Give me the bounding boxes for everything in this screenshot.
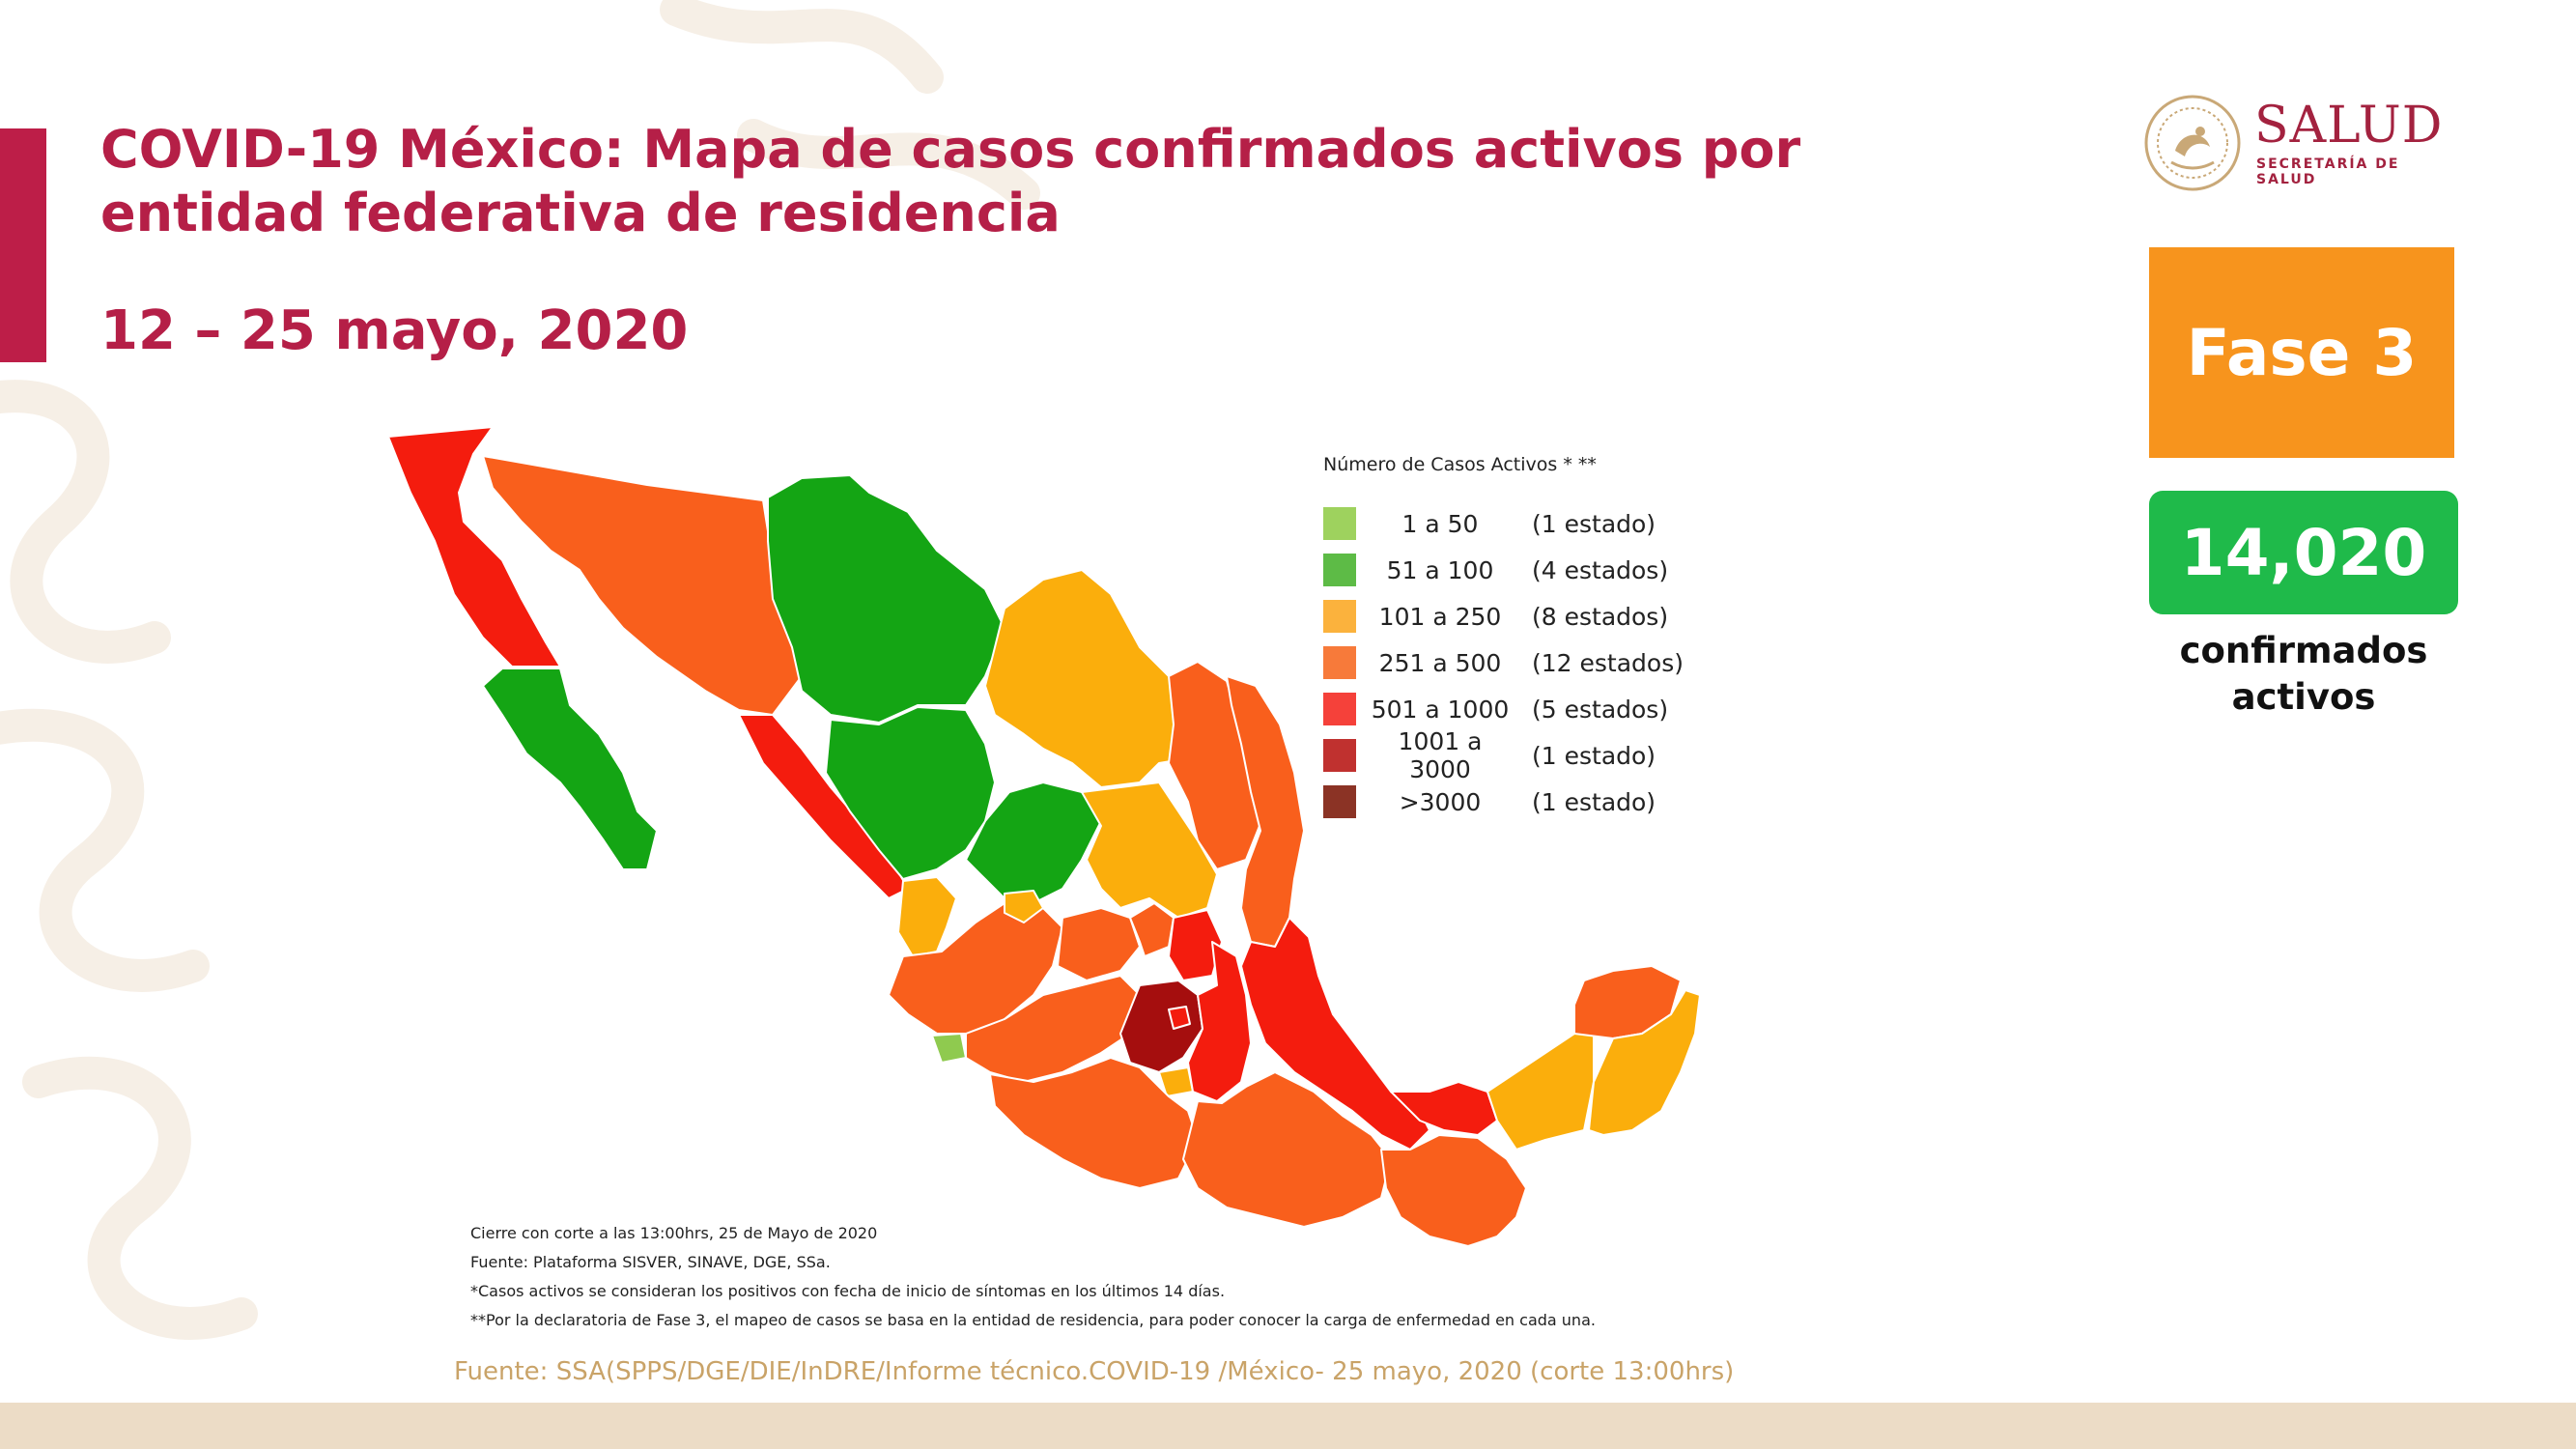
state-campeche bbox=[1486, 1033, 1595, 1151]
state-guanajuato bbox=[1057, 907, 1141, 981]
legend-state-count: (5 estados) bbox=[1532, 695, 1669, 724]
mexico-map bbox=[387, 426, 1701, 1247]
state-baja-california bbox=[387, 426, 561, 668]
accent-bar bbox=[0, 128, 46, 362]
legend-swatch bbox=[1323, 693, 1356, 725]
state-chihuahua bbox=[767, 474, 1005, 724]
map-notes: Cierre con corte a las 13:00hrs, 25 de M… bbox=[470, 1219, 1596, 1335]
legend-item: 1 a 50 (1 estado) bbox=[1323, 500, 1729, 547]
background-pattern bbox=[0, 0, 1040, 1340]
legend-item: 501 a 1000 (5 estados) bbox=[1323, 686, 1729, 732]
legend-swatch bbox=[1323, 554, 1356, 586]
legend-swatch bbox=[1323, 600, 1356, 633]
legend-state-count: (1 estado) bbox=[1532, 787, 1656, 816]
salud-logo: SALUD SECRETARÍA DE SALUD bbox=[2142, 93, 2461, 191]
legend-state-count: (4 estados) bbox=[1532, 555, 1669, 584]
state-colima bbox=[931, 1033, 967, 1064]
legend-range: 101 a 250 bbox=[1378, 602, 1502, 631]
phase-badge: Fase 3 bbox=[2149, 247, 2454, 458]
legend-state-count: (8 estados) bbox=[1532, 602, 1669, 631]
footer-band bbox=[0, 1403, 2576, 1449]
legend-item: 251 a 500 (12 estados) bbox=[1323, 639, 1729, 686]
date-range: 12 – 25 mayo, 2020 bbox=[100, 299, 689, 362]
legend-state-count: (1 estado) bbox=[1532, 509, 1656, 538]
legend-range: 51 a 100 bbox=[1386, 555, 1494, 584]
page-title: COVID-19 México: Mapa de casos confirmad… bbox=[100, 119, 1801, 243]
note-phase-3: **Por la declaratoria de Fase 3, el mape… bbox=[470, 1311, 1596, 1329]
state-chiapas bbox=[1380, 1134, 1527, 1247]
state-zacatecas bbox=[965, 781, 1102, 904]
legend-item: >3000 (1 estado) bbox=[1323, 779, 1729, 825]
state-jalisco bbox=[888, 902, 1063, 1035]
legend-state-count: (12 estados) bbox=[1532, 648, 1684, 677]
logo-subtitle: SECRETARÍA DE SALUD bbox=[2256, 156, 2400, 187]
legend-item: 1001 a 3000 (1 estado) bbox=[1323, 727, 1729, 783]
legend-range: 1001 a 3000 bbox=[1398, 727, 1483, 783]
legend-item: 101 a 250 (8 estados) bbox=[1323, 593, 1729, 639]
legend-state-count: (1 estado) bbox=[1532, 741, 1656, 770]
state-mexico bbox=[1119, 980, 1203, 1073]
legend-range: >3000 bbox=[1399, 787, 1482, 816]
legend-swatch bbox=[1323, 739, 1356, 772]
legend-range: 251 a 500 bbox=[1378, 648, 1502, 677]
state-cdmx bbox=[1168, 1006, 1191, 1030]
note-cutoff: Cierre con corte a las 13:00hrs, 25 de M… bbox=[470, 1224, 878, 1242]
state-baja-california-sur bbox=[482, 668, 658, 870]
legend-swatch bbox=[1323, 785, 1356, 818]
logo-name: SALUD bbox=[2254, 97, 2444, 155]
note-active-definition: *Casos activos se consideran los positiv… bbox=[470, 1282, 1226, 1300]
state-nayarit bbox=[897, 876, 957, 957]
state-hidalgo bbox=[1168, 909, 1223, 981]
state-quintana-roo bbox=[1588, 989, 1701, 1136]
legend-range: 501 a 1000 bbox=[1371, 695, 1510, 724]
legend-range: 1 a 50 bbox=[1401, 509, 1479, 538]
note-source: Fuente: Plataforma SISVER, SINAVE, DGE, … bbox=[470, 1253, 831, 1271]
legend-title: Número de Casos Activos * ** bbox=[1323, 454, 1597, 475]
active-cases-label: confirmados activos bbox=[2179, 630, 2428, 718]
legend-swatch bbox=[1323, 646, 1356, 679]
state-veracruz bbox=[1240, 917, 1430, 1151]
state-durango bbox=[825, 706, 996, 880]
state-aguascalientes bbox=[1004, 890, 1044, 923]
state-puebla bbox=[1187, 941, 1252, 1102]
legend-swatch bbox=[1323, 507, 1356, 540]
state-queretaro bbox=[1129, 902, 1175, 957]
legend-item: 51 a 100 (4 estados) bbox=[1323, 547, 1729, 593]
mexican-seal-icon bbox=[2144, 95, 2241, 191]
source-footnote: Fuente: SSA(SPPS/DGE/DIE/InDRE/Informe t… bbox=[454, 1357, 1735, 1386]
map-legend: Número de Casos Activos * ** 1 a 50 (1 es… bbox=[1323, 454, 1729, 825]
active-cases-count: 14,020 bbox=[2149, 491, 2458, 614]
